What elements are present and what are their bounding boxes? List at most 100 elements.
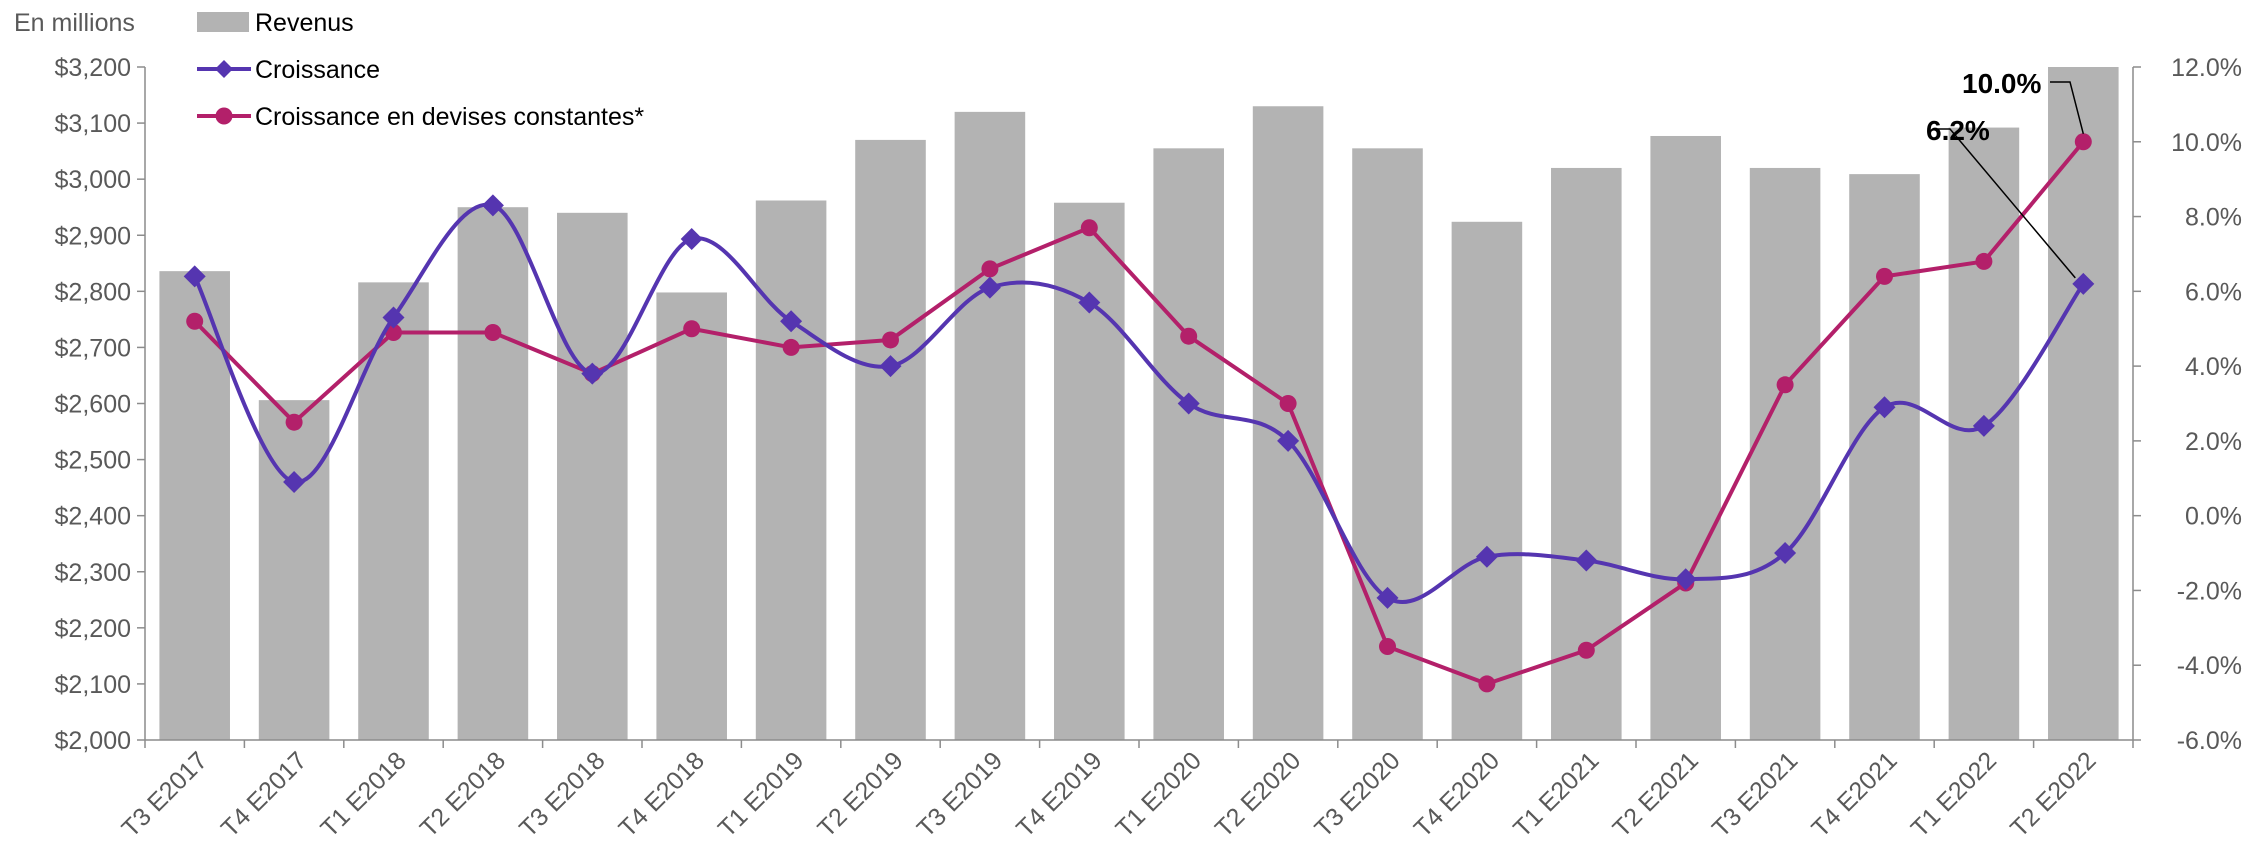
legend-label-croissance-en-devises-constantes: Croissance en devises constantes* [255, 103, 644, 131]
y-right-tick-label: -2.0% [2177, 577, 2242, 605]
y-right-tick-label: 10.0% [2171, 129, 2242, 157]
point-croissance-en-devises-constantes [385, 323, 402, 341]
x-tick-label: T1 E2020 [1110, 746, 1206, 842]
point-croissance [382, 306, 405, 329]
legend-label-croissance: Croissance [255, 56, 380, 84]
y-left-tick-label: $2,600 [55, 391, 131, 419]
x-tick-label: T1 E2018 [315, 746, 411, 842]
y-left-tick-label: $2,500 [55, 447, 131, 475]
x-tick-label: T2 E2019 [812, 746, 908, 842]
bar-t2-e2021 [1650, 135, 1721, 741]
y-left-tick-label: $2,400 [55, 503, 131, 531]
x-tick-label: T4 E2021 [1806, 746, 1902, 842]
point-croissance [680, 227, 703, 250]
point-croissance [1873, 396, 1896, 419]
y-left-tick-label: $2,800 [55, 278, 131, 306]
legend: Revenus Croissance Croissance en devises c… [197, 9, 644, 131]
bar-t2-e2018 [457, 207, 529, 741]
bar-t3-e2017 [159, 271, 230, 740]
y-right-tick-label: 12.0% [2171, 54, 2242, 82]
point-croissance [581, 362, 604, 385]
point-croissance-en-devises-constantes [2074, 133, 2092, 151]
y-left-tick-label: $2,100 [55, 671, 131, 699]
callout-leader-line [2050, 81, 2085, 134]
bar-t2-e2022 [2048, 67, 2119, 740]
point-croissance [879, 355, 902, 378]
y-unit-label: En millions [14, 9, 135, 37]
lines-layer [183, 133, 2095, 693]
point-croissance [1277, 429, 1300, 452]
point-croissance [1475, 545, 1498, 568]
legend-marker-croissance-en-devises-constantes [215, 107, 233, 125]
x-tick-label: T4 E2018 [613, 746, 709, 842]
bar-t1-e2020 [1153, 148, 1224, 741]
point-croissance-en-devises-constantes [1876, 267, 1893, 285]
x-tick-label: T1 E2019 [713, 746, 809, 842]
y-right-tick-label: 4.0% [2185, 353, 2242, 381]
point-croissance-en-devises-constantes [1279, 395, 1297, 412]
bar-t4-e2021 [1849, 174, 1920, 741]
annotations: 10.0% 6.2% [1926, 68, 2085, 279]
point-croissance-en-devises-constantes [882, 331, 899, 349]
x-tick-label: T3 E2018 [514, 746, 610, 842]
x-tick-label: T4 E2020 [1409, 746, 1505, 842]
point-croissance-en-devises-constantes [1180, 327, 1198, 345]
callout-leader-line [1938, 128, 2076, 279]
point-croissance-en-devises-constantes [981, 260, 999, 278]
y-right-tick-label: -6.0% [2177, 727, 2242, 755]
x-tick-label: T2 E2022 [2005, 746, 2101, 842]
point-croissance [978, 276, 1001, 299]
x-tick-label: T2 E2018 [415, 746, 511, 842]
y-left-tick-label: $2,900 [55, 222, 131, 250]
bar-t4-e2018 [656, 292, 727, 740]
x-tick-label: T2 E2021 [1607, 746, 1703, 842]
y-left-tick-label: $2,000 [55, 727, 131, 755]
x-tick-label: T1 E2022 [1906, 746, 2002, 842]
bar-t4-e2020 [1451, 221, 1523, 741]
point-croissance-en-devises-constantes [484, 323, 502, 341]
y-left-tick-label: $2,700 [55, 334, 131, 362]
callout-label: 10.0% [1962, 68, 2041, 99]
y-left-tick-label: $3,000 [55, 166, 131, 194]
point-croissance [1972, 414, 1995, 437]
bar-t2-e2019 [855, 139, 926, 741]
point-croissance [780, 310, 803, 333]
x-tick-label: T4 E2019 [1011, 746, 1107, 842]
point-croissance-en-devises-constantes [1975, 252, 1993, 270]
y-right-tick-label: -4.0% [2177, 652, 2242, 680]
point-croissance [1078, 291, 1101, 314]
point-croissance-en-devises-constantes [1478, 675, 1496, 693]
x-tick-label: T3 E2019 [912, 746, 1008, 842]
x-tick-label: T2 E2020 [1210, 746, 1306, 842]
y-left-tick-label: $2,300 [55, 559, 131, 587]
x-tick-label: T1 E2021 [1508, 746, 1604, 842]
y-left-tick-label: $3,100 [55, 110, 131, 138]
point-croissance [183, 265, 206, 288]
point-croissance-en-devises-constantes [186, 312, 204, 330]
bar-t1-e2019 [755, 200, 827, 740]
legend-marker-croissance [215, 60, 233, 78]
point-croissance-en-devises-constantes [1080, 219, 1098, 237]
point-croissance-en-devises-constantes [1776, 376, 1794, 394]
point-croissance [1774, 542, 1797, 565]
y-right-tick-label: 0.0% [2185, 503, 2242, 531]
x-tick-label: T3 E2021 [1707, 746, 1803, 842]
y-left-tick-label: $3,200 [55, 54, 131, 82]
point-croissance [2072, 272, 2095, 295]
bar-t4-e2017 [258, 400, 330, 740]
legend-swatch-revenus [197, 12, 249, 32]
legend-label-revenus: Revenus [255, 9, 354, 37]
bar-t1-e2018 [358, 282, 429, 740]
point-croissance [1376, 586, 1399, 609]
point-croissance [1674, 568, 1697, 591]
bar-t3-e2019 [954, 111, 1026, 740]
y-right-tick-label: 8.0% [2185, 204, 2242, 232]
point-croissance [481, 194, 504, 217]
y-left-tick-label: $2,200 [55, 615, 131, 643]
bar-t4-e2019 [1054, 202, 1125, 740]
point-croissance [1575, 549, 1598, 572]
point-croissance [1177, 392, 1200, 415]
x-tick-label: T3 E2020 [1309, 746, 1405, 842]
